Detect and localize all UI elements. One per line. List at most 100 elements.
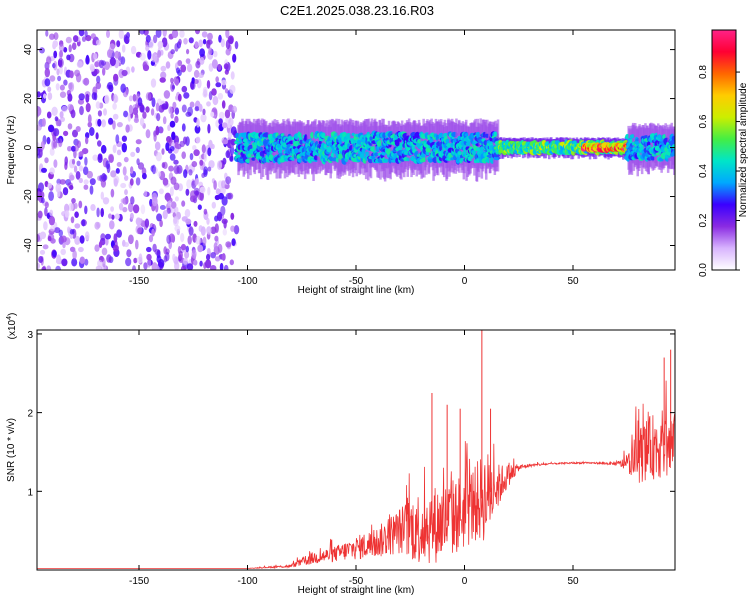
heatmap-cell: [127, 112, 131, 122]
heatmap-cell: [124, 36, 130, 44]
heatmap-cell: [46, 136, 51, 145]
heatmap-cell: [167, 200, 172, 207]
heatmap-cell: [145, 44, 150, 52]
heatmap-cell: [116, 122, 123, 128]
heatmap-cell: [55, 265, 61, 270]
heatmap-cell: [55, 137, 61, 144]
heatmap-cell: [185, 218, 192, 225]
colorbar-ticks: 0.0 0.2 0.4 0.6 0.8: [698, 65, 740, 277]
heatmap-cell: [138, 253, 143, 262]
heatmap-cell: [215, 82, 222, 88]
heatmap-cell: [233, 225, 240, 235]
heatmap-cell: [162, 30, 167, 37]
spectrogram-cells: [37, 30, 675, 270]
heatmap-cell: [140, 204, 146, 215]
heatmap-cell: [171, 131, 176, 141]
heatmap-cell: [181, 200, 186, 207]
heatmap-cell: [223, 264, 229, 270]
heatmap-cell: [197, 72, 204, 78]
heatmap-cell: [59, 91, 67, 98]
heatmap-cell: [174, 206, 179, 214]
heatmap-cell: [46, 265, 52, 270]
heatmap-cell: [123, 110, 129, 118]
heatmap-cell: [53, 141, 58, 149]
heatmap-cell: [166, 207, 171, 214]
heatmap-cell: [167, 124, 171, 131]
heatmap-cell: [195, 136, 201, 144]
heatmap-cell: [374, 152, 379, 157]
heatmap-cell: [151, 196, 158, 207]
heatmap-cell: [120, 83, 126, 93]
heatmap-cell: [210, 111, 215, 118]
heatmap-cell: [115, 168, 120, 174]
heatmap-cell: [37, 142, 40, 148]
heatmap-cell: [234, 41, 239, 50]
heatmap-cell: [169, 153, 176, 161]
heatmap-cell: [135, 177, 141, 186]
heatmap-cell: [54, 227, 61, 234]
heatmap-cell: [81, 219, 86, 227]
heatmap-cell: [206, 253, 211, 261]
heatmap-cell: [210, 265, 217, 270]
heatmap-cell: [79, 235, 85, 244]
heatmap-cell: [111, 214, 115, 220]
heatmap-cell: [193, 149, 200, 157]
heatmap-cell: [129, 212, 134, 220]
heatmap-cell: [211, 59, 218, 69]
heatmap-cell: [205, 259, 212, 269]
heatmap-cell: [172, 253, 176, 262]
heatmap-cell: [173, 159, 179, 165]
heatmap-cell: [181, 104, 187, 113]
heatmap-cell: [146, 253, 152, 261]
heatmap-cell: [98, 241, 103, 249]
heatmap-cell: [159, 205, 166, 210]
heatmap-cell: [230, 71, 235, 80]
heatmap-cell: [79, 256, 86, 264]
heatmap-cell: [84, 258, 89, 266]
heatmap-cell: [64, 203, 70, 213]
heatmap-cell: [112, 102, 117, 110]
heatmap-cell: [229, 84, 236, 94]
heatmap-cell: [89, 185, 94, 195]
heatmap-cell: [156, 265, 160, 270]
heatmap-cell: [200, 226, 206, 236]
heatmap-cell: [217, 160, 222, 170]
heatmap-cell: [102, 174, 108, 181]
heatmap-cell: [100, 233, 106, 241]
heatmap-cell: [53, 50, 58, 59]
heatmap-cell: [95, 132, 99, 140]
heatmap-cell: [83, 184, 89, 190]
heatmap-cell: [67, 103, 74, 111]
heatmap-cell: [94, 61, 100, 68]
heatmap-cell: [207, 147, 212, 157]
heatmap-cell: [160, 71, 167, 80]
heatmap-cell: [189, 153, 194, 161]
heatmap-cell: [180, 232, 185, 243]
heatmap-cell: [426, 119, 429, 162]
heatmap-cell: [163, 246, 167, 255]
heatmap-cell: [202, 39, 207, 45]
heatmap-cell: [163, 90, 171, 99]
heatmap-cell: [206, 101, 211, 107]
heatmap-cell: [133, 257, 138, 264]
heatmap-cell: [157, 171, 162, 178]
heatmap-cell: [128, 95, 133, 102]
heatmap-cell: [130, 196, 135, 205]
heatmap-cell: [130, 166, 134, 174]
heatmap-cell: [184, 209, 191, 218]
heatmap-cell: [67, 93, 73, 102]
heatmap-cell: [44, 207, 48, 217]
heatmap-cell: [81, 148, 89, 155]
heatmap-cell: [195, 60, 201, 69]
x-tick-label: -150: [129, 576, 149, 587]
heatmap-cell: [139, 117, 145, 127]
heatmap-cell: [125, 124, 130, 133]
heatmap-cell: [211, 143, 215, 150]
heatmap-cell: [165, 61, 171, 69]
heatmap-cell: [61, 105, 68, 113]
heatmap-cell: [199, 159, 204, 166]
heatmap-cell: [194, 41, 199, 49]
heatmap-cell: [37, 146, 41, 156]
heatmap-cell: [109, 220, 115, 230]
